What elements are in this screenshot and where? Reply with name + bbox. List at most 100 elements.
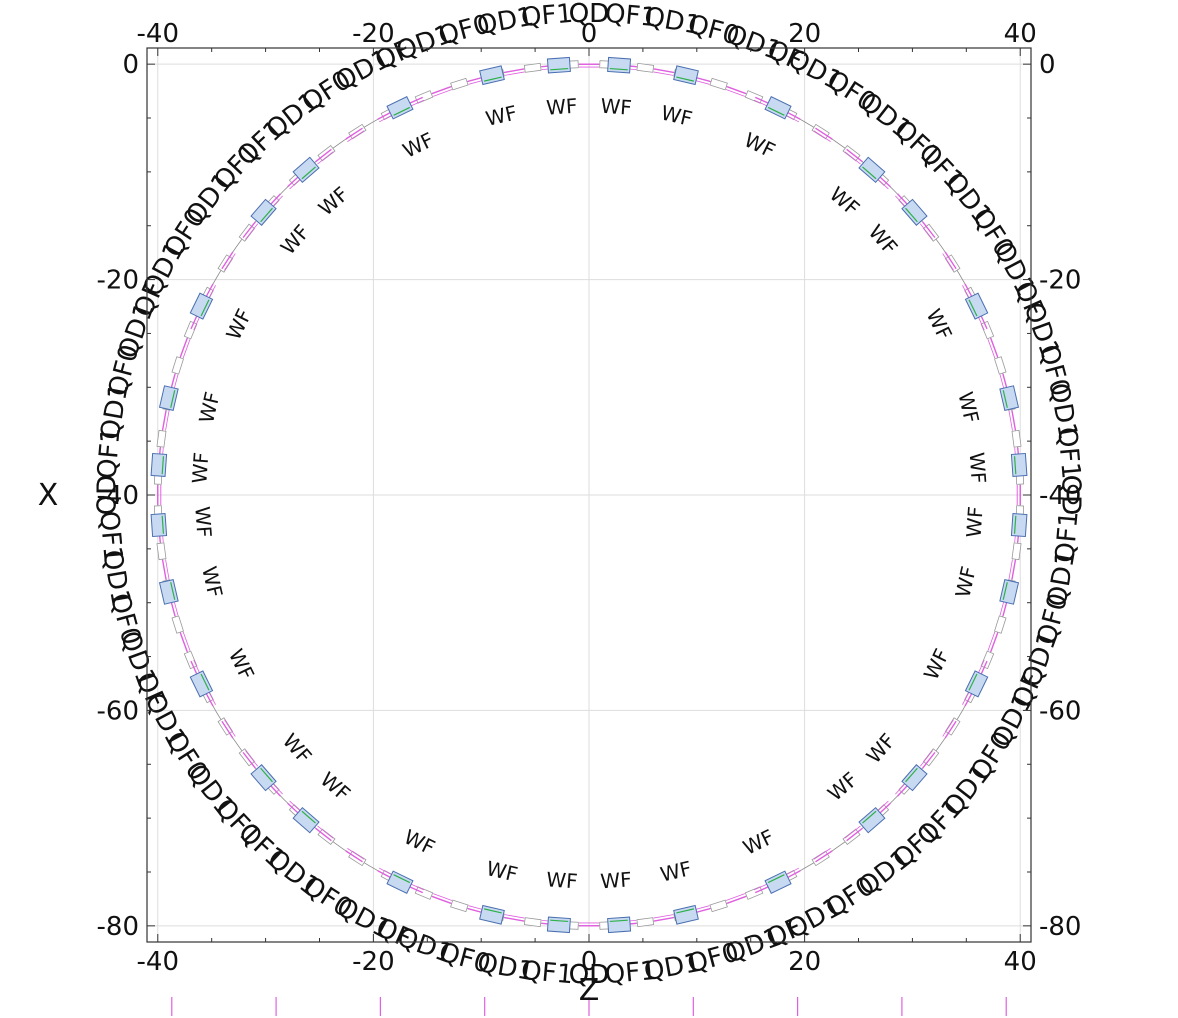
wf-cavity-accent (1013, 515, 1017, 534)
quadrupole-marker (242, 221, 256, 239)
y-tick-label-right: 0 (1039, 50, 1056, 80)
wf-cavity-accent (161, 456, 165, 475)
wf-cavity (250, 198, 277, 226)
quadrupole-marker-edge (987, 339, 996, 359)
quadrupole-label: QF1 (520, 0, 574, 33)
quadrupole-label: QD (569, 0, 610, 29)
y-tick-label-right: -80 (1039, 912, 1081, 942)
wf-cavity (479, 904, 505, 925)
quadrupole-marker (846, 148, 863, 163)
x-axis-title: Z (579, 973, 600, 1008)
wf-label: WF (600, 867, 633, 893)
wf-cavity-accent (1013, 456, 1017, 475)
wf-cavity-accent (1002, 582, 1008, 600)
wf-label: WF (399, 127, 438, 162)
quadrupole-marker (944, 251, 957, 270)
wf-cavity-accent (968, 299, 978, 317)
wf-label: WF (190, 506, 216, 539)
wf-cavity (764, 95, 792, 120)
quadrupole-marker-edge (165, 410, 170, 431)
wf-cavity-accent (200, 299, 210, 317)
wf-cavity-accent (483, 908, 502, 914)
wf-cavity (607, 916, 632, 934)
x-tick-label-top: 0 (581, 19, 598, 49)
wf-cavity (546, 916, 571, 934)
quadrupole-marker (345, 127, 363, 140)
y-axis-title: X (38, 478, 59, 513)
wf-cavity (964, 292, 989, 320)
quadrupole-marker (161, 559, 167, 580)
quadrupole-label: QD (1055, 475, 1085, 516)
quadrupole-marker (726, 895, 747, 904)
wf-cavity (964, 670, 989, 698)
y-tick-label-left: -60 (97, 696, 139, 726)
quadrupole-marker (431, 895, 452, 904)
wf-cavity-accent (905, 207, 918, 223)
quadrupole-marker-edge (942, 719, 954, 737)
wf-cavity (673, 904, 699, 925)
wf-cavity (901, 198, 928, 226)
quadrupole-marker (179, 338, 188, 358)
wf-cavity (673, 65, 699, 86)
quadrupole-marker (653, 916, 674, 922)
y-tick-label-left: -40 (97, 481, 139, 511)
wf-cavity (386, 870, 414, 895)
quadrupole-marker (990, 632, 999, 652)
wf-cavity-accent (170, 390, 176, 408)
wf-cavity-accent (170, 582, 176, 600)
quadrupole-marker (431, 86, 452, 95)
y-tick-label-left: 0 (122, 50, 139, 80)
wf-cavity-accent (609, 67, 628, 71)
quadrupole-marker (922, 221, 936, 239)
wf-label: WF (224, 645, 259, 684)
wf-cavity (607, 56, 632, 74)
quadrupole-marker (1011, 410, 1017, 431)
bend-magnet (994, 615, 1007, 634)
wf-label: WF (194, 389, 224, 425)
quadrupole-marker (653, 68, 674, 74)
wf-cavity (1010, 513, 1028, 538)
wf-cavity-accent (862, 810, 877, 824)
wf-cavity (158, 385, 179, 411)
wf-cavity-accent (161, 515, 165, 534)
x-tick-label-bottom: -40 (137, 947, 179, 977)
wf-label: WF (221, 305, 256, 344)
wf-label: WF (278, 729, 317, 768)
quadrupole-marker-edge (653, 71, 674, 76)
bend-magnet (636, 917, 655, 928)
wf-cavity (189, 292, 214, 320)
x-tick-label-top: -40 (137, 19, 179, 49)
quadrupole-marker-edge (987, 631, 996, 651)
wf-cavity-accent (609, 919, 628, 923)
wf-label: WF (400, 825, 439, 860)
wf-label: WF (600, 94, 633, 120)
y-tick-label-left: -80 (97, 912, 139, 942)
bend-magnet (1011, 429, 1022, 448)
wf-label: WF (965, 451, 991, 484)
bend-magnet (183, 650, 198, 670)
bend-magnet (171, 615, 184, 634)
quadrupole-marker-edge (433, 893, 453, 901)
quadrupole-marker (242, 751, 256, 769)
quadrupole-label: QD (569, 960, 610, 990)
quadrupole-label: QD (569, 960, 610, 990)
wf-cavity-accent (200, 673, 210, 691)
quadrupole-marker-edge (224, 253, 236, 271)
quadrupole-marker-edge (813, 130, 831, 142)
x-tick-label-bottom: 0 (581, 947, 598, 977)
quadrupole-marker (726, 86, 747, 95)
wf-cavity-accent (550, 919, 569, 923)
bottom-marker-strip (171, 997, 1007, 1016)
wf-cavity (150, 513, 168, 538)
x-tick-label-bottom: 40 (1004, 947, 1037, 977)
wf-label: WF (545, 94, 578, 120)
quadrupole-marker-edge (725, 893, 745, 901)
quadrupole-marker-edge (1008, 559, 1013, 580)
quadrupole-label: QF1 (93, 510, 127, 564)
quadrupole-label: QF1 (1051, 426, 1085, 480)
bend-magnet (744, 90, 764, 104)
wf-cavity-accent (1002, 390, 1008, 408)
wf-label: WF (739, 825, 778, 860)
quadrupole-marker-edge (433, 89, 453, 97)
